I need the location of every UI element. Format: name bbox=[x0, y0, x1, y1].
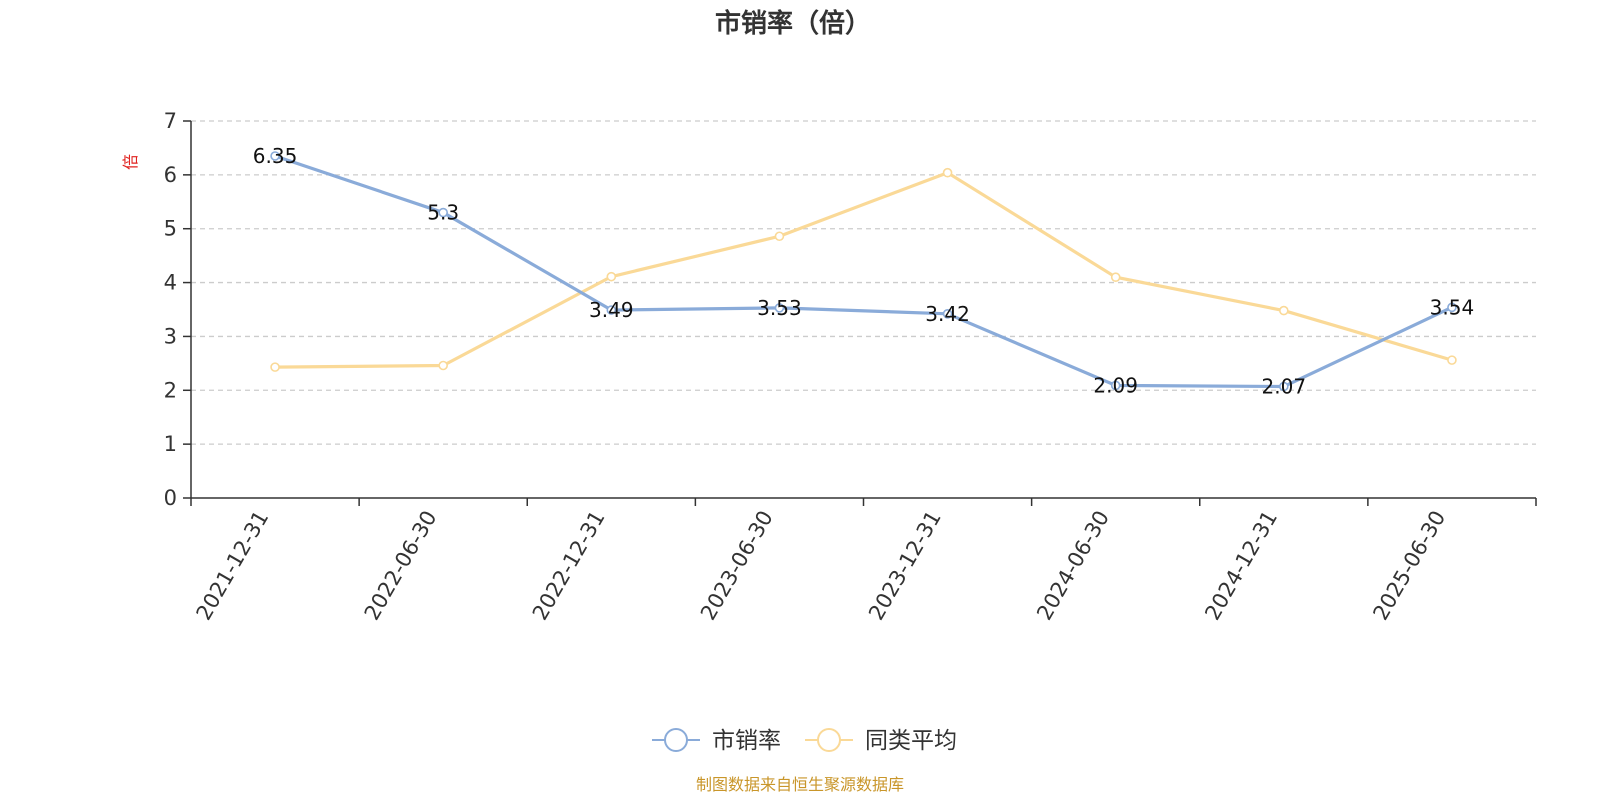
data-point-0[interactable] bbox=[270, 151, 280, 161]
data-point-1[interactable] bbox=[270, 362, 280, 372]
data-label: 3.49 bbox=[589, 298, 634, 322]
x-tick-label: 2022-06-30 bbox=[360, 507, 442, 625]
source-note: 制图数据来自恒生聚源数据库 bbox=[696, 775, 904, 794]
y-tick-label: 1 bbox=[164, 432, 177, 456]
legend-item-0[interactable]: 市销率 bbox=[652, 728, 781, 754]
data-point-0[interactable] bbox=[1279, 381, 1289, 392]
data-point-0[interactable] bbox=[1110, 380, 1121, 391]
data-label: 3.53 bbox=[757, 296, 802, 320]
data-label: 5.3 bbox=[427, 201, 459, 225]
legend-label: 市销率 bbox=[712, 728, 781, 754]
legend-circle-icon bbox=[664, 728, 688, 752]
data-labels: 6.35 5.3 3.49 3.53 3.42 2.09 2.07 3.54 bbox=[253, 144, 1474, 399]
y-tick-label: 2 bbox=[164, 378, 177, 402]
series-line-0[interactable] bbox=[274, 154, 1453, 389]
data-point-0[interactable] bbox=[438, 207, 448, 218]
x-tick-label: 2021-12-31 bbox=[192, 507, 274, 625]
data-label: 3.42 bbox=[925, 302, 970, 326]
x-tick-label: 2023-06-30 bbox=[696, 507, 778, 625]
y-tick-label: 3 bbox=[164, 324, 177, 348]
y-axis-unit-label: 倍 bbox=[121, 154, 140, 170]
x-tick-label: 2022-12-31 bbox=[528, 507, 610, 625]
x-tick-label: 2025-06-30 bbox=[1368, 507, 1450, 625]
x-tick-label: 2023-12-31 bbox=[864, 507, 946, 625]
y-tick-label: 5 bbox=[164, 217, 177, 241]
y-tick-label: 0 bbox=[164, 486, 177, 510]
data-point-1[interactable] bbox=[606, 271, 617, 282]
y-tick-label: 7 bbox=[164, 109, 177, 133]
data-point-0[interactable] bbox=[942, 309, 953, 319]
data-point-1[interactable] bbox=[942, 167, 953, 178]
data-point-1[interactable] bbox=[774, 231, 785, 242]
data-point-0[interactable] bbox=[606, 305, 617, 315]
data-point-1[interactable] bbox=[438, 360, 448, 371]
y-tick-label: 4 bbox=[164, 271, 177, 295]
legend-circle-icon bbox=[817, 728, 841, 752]
grid-lines bbox=[191, 120, 1536, 445]
chart-title: 市销率（倍） bbox=[715, 8, 871, 39]
legend[interactable]: 市销率 同类平均 bbox=[652, 728, 957, 754]
data-point-0[interactable] bbox=[1447, 302, 1457, 313]
data-point-1[interactable] bbox=[1447, 355, 1457, 365]
x-tick-label: 2024-12-31 bbox=[1200, 507, 1282, 625]
data-point-1[interactable] bbox=[1279, 305, 1289, 316]
data-label: 6.35 bbox=[253, 144, 298, 168]
data-label: 2.07 bbox=[1262, 375, 1307, 399]
data-label: 3.54 bbox=[1430, 295, 1475, 319]
data-point-1[interactable] bbox=[1110, 272, 1121, 282]
legend-item-1[interactable]: 同类平均 bbox=[805, 728, 957, 754]
series-line-1[interactable] bbox=[275, 171, 1453, 369]
data-point-0[interactable] bbox=[774, 303, 785, 313]
y-tick-label: 6 bbox=[164, 163, 177, 187]
series-lines bbox=[270, 151, 1457, 392]
x-tick-label: 2024-06-30 bbox=[1032, 507, 1114, 625]
data-label: 2.09 bbox=[1093, 373, 1138, 397]
legend-label: 同类平均 bbox=[865, 728, 957, 754]
